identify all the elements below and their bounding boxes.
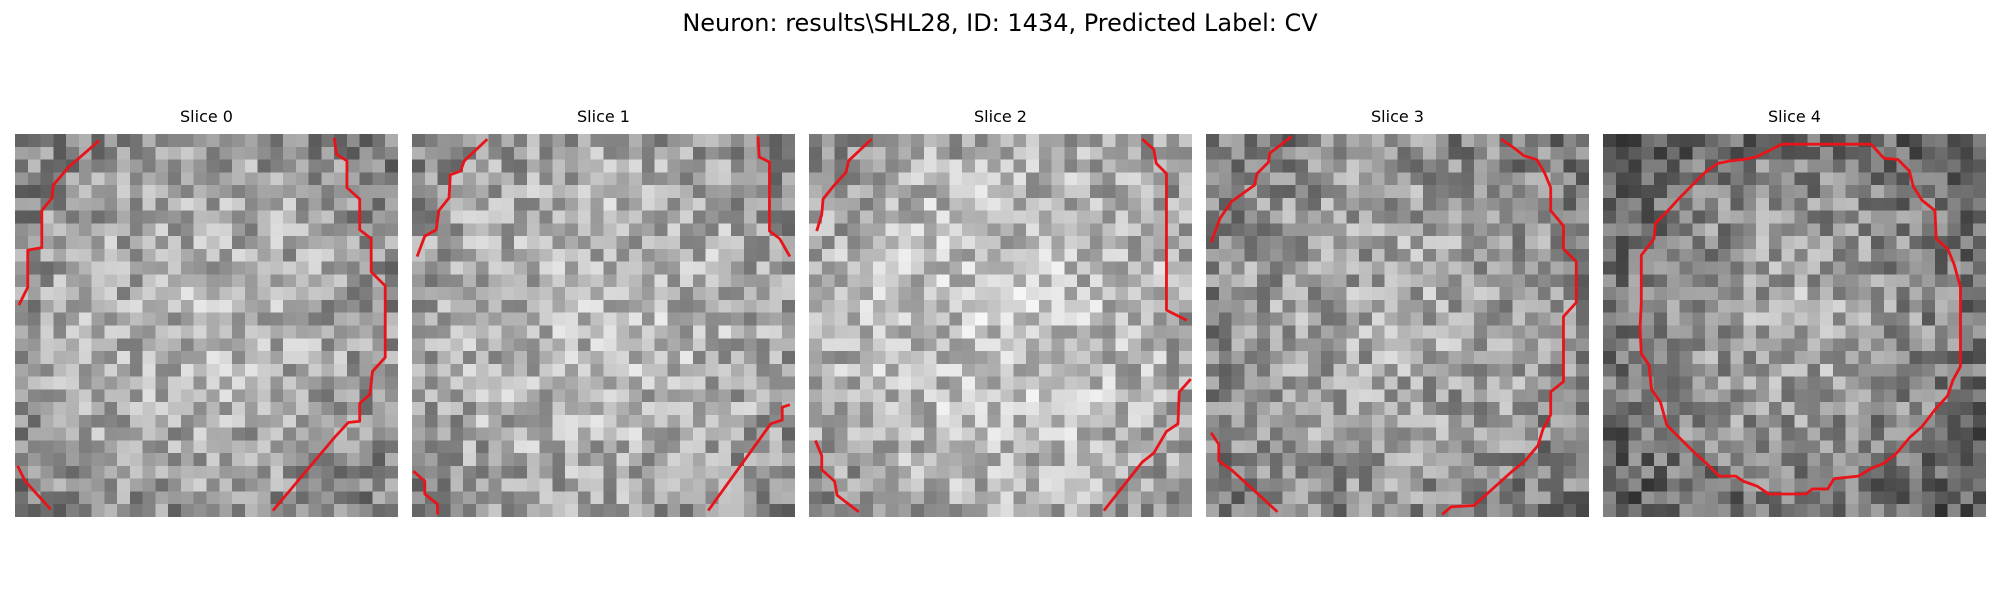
contour-line — [1638, 142, 1962, 496]
contour-line — [756, 136, 792, 258]
contour-line — [707, 403, 791, 512]
slice-title: Slice 3 — [1371, 107, 1424, 126]
contour-line — [1441, 137, 1578, 516]
contour-line — [814, 439, 860, 514]
contour-line — [415, 138, 489, 258]
contour-line — [1141, 138, 1188, 322]
contour-line — [1102, 378, 1192, 512]
slice-title: Slice 0 — [180, 107, 233, 126]
contour-line — [1209, 135, 1293, 244]
slice-panel: Slice 3 — [1206, 107, 1589, 517]
slice-title: Slice 4 — [1768, 107, 1821, 126]
contour-line — [815, 138, 873, 232]
contour-line — [16, 465, 52, 511]
contour-line — [1209, 431, 1279, 513]
slice-image — [15, 134, 398, 517]
slice-image — [1206, 134, 1589, 517]
slice-image — [412, 134, 795, 517]
slice-panel: Slice 2 — [809, 107, 1192, 517]
contour-line — [17, 139, 101, 306]
slice-title: Slice 2 — [974, 107, 1027, 126]
slice-image — [1603, 134, 1986, 517]
slice-image — [809, 134, 1192, 517]
slice-title: Slice 1 — [577, 107, 630, 126]
slice-panel: Slice 4 — [1603, 107, 1986, 517]
contour-line — [412, 469, 439, 515]
slice-panel: Slice 1 — [412, 107, 795, 517]
figure-title: Neuron: results\SHL28, ID: 1434, Predict… — [682, 9, 1318, 37]
slice-panel: Slice 0 — [15, 107, 398, 517]
contour-line — [271, 137, 387, 512]
